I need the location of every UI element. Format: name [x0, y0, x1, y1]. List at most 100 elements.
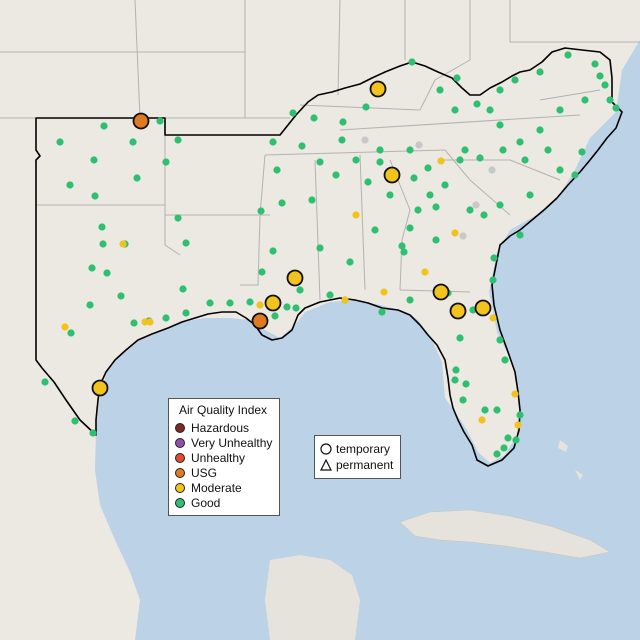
- site-marker[interactable]: [398, 242, 406, 250]
- site-marker[interactable]: [271, 312, 279, 320]
- site-marker[interactable]: [156, 117, 164, 125]
- site-marker[interactable]: [376, 158, 384, 166]
- site-marker[interactable]: [496, 336, 504, 344]
- site-marker[interactable]: [414, 206, 422, 214]
- site-marker[interactable]: [90, 156, 98, 164]
- site-marker[interactable]: [117, 292, 125, 300]
- site-marker[interactable]: [521, 156, 529, 164]
- site-marker[interactable]: [437, 157, 445, 165]
- site-marker[interactable]: [400, 248, 408, 256]
- site-marker[interactable]: [436, 86, 444, 94]
- site-marker[interactable]: [504, 434, 512, 442]
- temporary-site-marker[interactable]: [369, 80, 387, 98]
- site-marker[interactable]: [410, 174, 418, 182]
- site-marker[interactable]: [310, 114, 318, 122]
- site-marker[interactable]: [119, 240, 127, 248]
- site-marker[interactable]: [526, 191, 534, 199]
- site-marker[interactable]: [91, 192, 99, 200]
- site-marker[interactable]: [56, 138, 64, 146]
- site-marker[interactable]: [298, 142, 306, 150]
- site-marker[interactable]: [98, 223, 106, 231]
- site-marker[interactable]: [332, 171, 340, 179]
- site-marker[interactable]: [406, 296, 414, 304]
- site-marker[interactable]: [511, 390, 519, 398]
- site-marker[interactable]: [99, 240, 107, 248]
- site-marker[interactable]: [489, 276, 497, 284]
- site-marker[interactable]: [453, 74, 461, 82]
- site-marker[interactable]: [88, 264, 96, 272]
- site-marker[interactable]: [258, 268, 266, 276]
- site-marker[interactable]: [386, 191, 394, 199]
- site-marker[interactable]: [481, 406, 489, 414]
- site-marker[interactable]: [61, 323, 69, 331]
- site-marker[interactable]: [256, 301, 264, 309]
- site-marker[interactable]: [376, 146, 384, 154]
- site-marker[interactable]: [162, 314, 170, 322]
- site-marker[interactable]: [380, 288, 388, 296]
- site-marker[interactable]: [441, 181, 449, 189]
- site-marker[interactable]: [133, 174, 141, 182]
- site-marker[interactable]: [269, 138, 277, 146]
- site-marker[interactable]: [341, 296, 349, 304]
- site-marker[interactable]: [129, 138, 137, 146]
- site-marker[interactable]: [480, 211, 488, 219]
- site-marker[interactable]: [432, 236, 440, 244]
- site-marker[interactable]: [89, 429, 97, 437]
- site-marker[interactable]: [296, 286, 304, 294]
- site-marker[interactable]: [174, 214, 182, 222]
- site-marker[interactable]: [496, 201, 504, 209]
- temporary-site-marker[interactable]: [91, 379, 109, 397]
- site-marker[interactable]: [179, 285, 187, 293]
- site-marker[interactable]: [182, 239, 190, 247]
- site-marker[interactable]: [556, 166, 564, 174]
- site-marker[interactable]: [556, 106, 564, 114]
- site-marker[interactable]: [41, 378, 49, 386]
- site-marker[interactable]: [601, 81, 609, 89]
- site-marker[interactable]: [346, 258, 354, 266]
- site-marker[interactable]: [473, 100, 481, 108]
- site-marker[interactable]: [415, 141, 423, 149]
- site-marker[interactable]: [67, 329, 75, 337]
- site-marker[interactable]: [146, 318, 154, 326]
- site-marker[interactable]: [578, 148, 586, 156]
- site-marker[interactable]: [451, 376, 459, 384]
- site-marker[interactable]: [499, 146, 507, 154]
- temporary-site-marker[interactable]: [449, 302, 467, 320]
- site-marker[interactable]: [371, 226, 379, 234]
- site-marker[interactable]: [472, 201, 480, 209]
- site-marker[interactable]: [352, 211, 360, 219]
- site-marker[interactable]: [466, 206, 474, 214]
- site-marker[interactable]: [591, 60, 599, 68]
- site-marker[interactable]: [462, 380, 470, 388]
- site-marker[interactable]: [486, 106, 494, 114]
- site-marker[interactable]: [514, 421, 522, 429]
- temporary-site-marker[interactable]: [286, 269, 304, 287]
- site-marker[interactable]: [596, 72, 604, 80]
- temporary-site-marker[interactable]: [383, 166, 401, 184]
- site-marker[interactable]: [71, 417, 79, 425]
- site-marker[interactable]: [246, 298, 254, 306]
- site-marker[interactable]: [511, 76, 519, 84]
- site-marker[interactable]: [339, 118, 347, 126]
- site-marker[interactable]: [490, 254, 498, 262]
- site-marker[interactable]: [257, 207, 265, 215]
- site-marker[interactable]: [408, 58, 416, 66]
- site-marker[interactable]: [100, 122, 108, 130]
- site-marker[interactable]: [421, 268, 429, 276]
- site-marker[interactable]: [516, 231, 524, 239]
- site-marker[interactable]: [516, 411, 524, 419]
- site-marker[interactable]: [326, 291, 334, 299]
- temporary-site-marker[interactable]: [474, 299, 492, 317]
- site-marker[interactable]: [606, 96, 614, 104]
- site-marker[interactable]: [456, 334, 464, 342]
- site-marker[interactable]: [496, 86, 504, 94]
- temporary-site-marker[interactable]: [264, 294, 282, 312]
- site-marker[interactable]: [292, 304, 300, 312]
- site-marker[interactable]: [316, 158, 324, 166]
- site-marker[interactable]: [364, 178, 372, 186]
- site-marker[interactable]: [182, 309, 190, 317]
- site-marker[interactable]: [424, 164, 432, 172]
- site-marker[interactable]: [461, 146, 469, 154]
- site-marker[interactable]: [500, 444, 508, 452]
